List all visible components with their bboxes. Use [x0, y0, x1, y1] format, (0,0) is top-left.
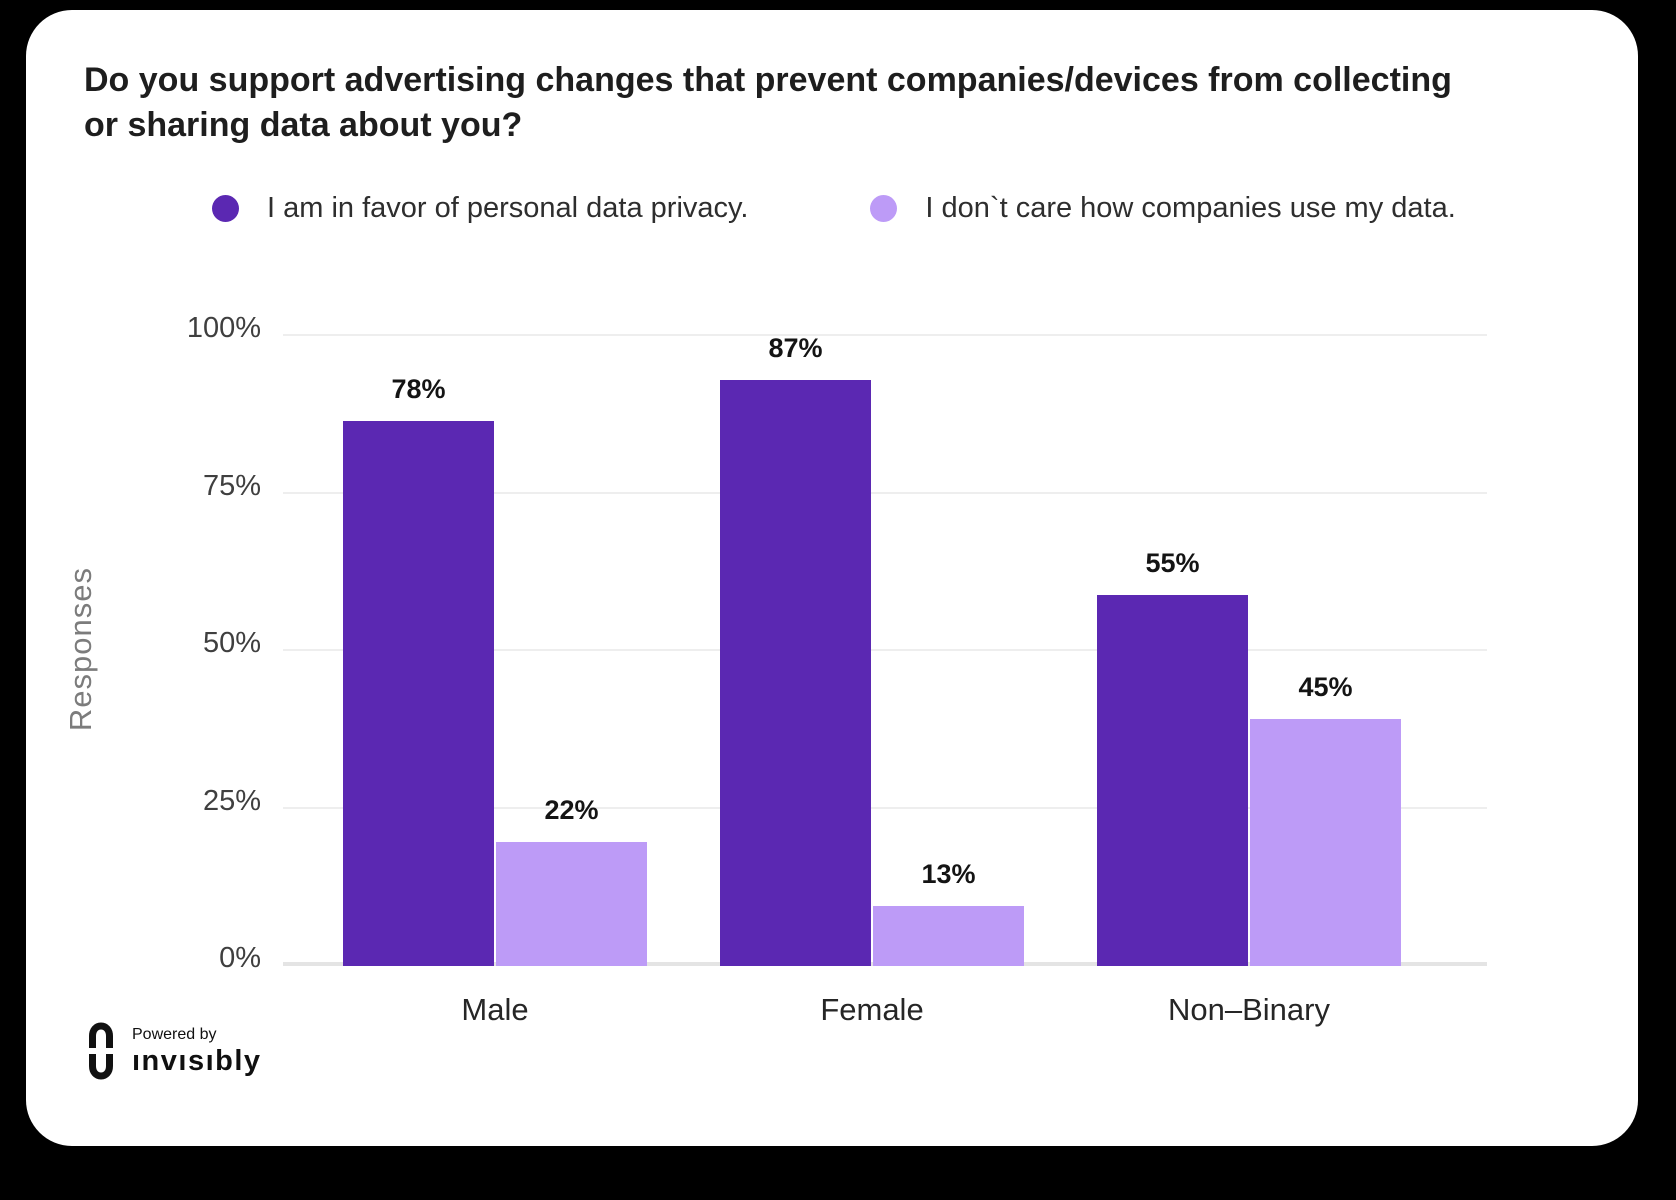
- gridline: [283, 806, 1487, 809]
- bar-group-female: 87% 13% Female: [720, 332, 1024, 1027]
- y-tick-label: 0%: [219, 942, 261, 974]
- gridline: [283, 334, 1487, 336]
- category-label: Female: [820, 992, 924, 1027]
- bar: 22%: [496, 795, 647, 966]
- legend-swatch-favor-icon: [212, 195, 239, 222]
- y-axis-title: Responses: [46, 332, 116, 966]
- value-label: 87%: [768, 332, 823, 363]
- y-tick-label: 100%: [186, 312, 261, 344]
- value-label: 22%: [544, 795, 599, 826]
- powered-by-logo: Powered by ınvısıbly: [88, 1022, 262, 1080]
- value-label: 13%: [921, 858, 976, 889]
- value-label: 55%: [1145, 548, 1200, 579]
- category-label: Non–Binary: [1168, 992, 1330, 1027]
- brand-name: ınvısıbly: [132, 1045, 262, 1077]
- y-tick-label: 50%: [202, 627, 261, 659]
- legend-item-dont-care: I don`t care how companies use my data.: [870, 192, 1456, 225]
- brand-block: Powered by ınvısıbly: [132, 1026, 262, 1076]
- bar: 13%: [873, 859, 1024, 966]
- plot-area: 0% 25% 50% 75% 100% 78% 22% Male 87% 13% Female 55%…: [187, 313, 1487, 1027]
- legend: I am in favor of personal data privacy. …: [212, 192, 1456, 225]
- legend-swatch-dont-care-icon: [870, 195, 898, 222]
- y-tick-label: 75%: [202, 469, 261, 502]
- bar: 87%: [720, 333, 871, 966]
- legend-label-dont-care: I don`t care how companies use my data.: [925, 192, 1456, 224]
- bar-group-non-binary: 55% 45% Non–Binary: [1097, 332, 1401, 1027]
- legend-label-favor: I am in favor of personal data privacy.: [267, 192, 749, 224]
- chart-card: Do you support advertising changes that …: [26, 10, 1638, 1146]
- bar-group-male: 78% 22% Male: [343, 332, 647, 1027]
- category-label: Male: [461, 992, 529, 1027]
- y-axis-title-text: Responses: [63, 566, 98, 732]
- gridline: [283, 491, 1487, 494]
- bar: 78%: [343, 374, 494, 966]
- gridline: [283, 649, 1487, 651]
- legend-item-favor: I am in favor of personal data privacy.: [212, 192, 748, 225]
- chart-title: Do you support advertising changes that …: [84, 61, 1452, 145]
- y-tick-label: 25%: [202, 784, 261, 817]
- value-label: 45%: [1298, 671, 1353, 702]
- powered-by-label: Powered by: [132, 1026, 217, 1043]
- bar: 55%: [1097, 548, 1248, 966]
- invisibly-logomark-icon: [89, 1022, 113, 1080]
- bar: 45%: [1250, 672, 1401, 966]
- value-label: 78%: [391, 373, 446, 404]
